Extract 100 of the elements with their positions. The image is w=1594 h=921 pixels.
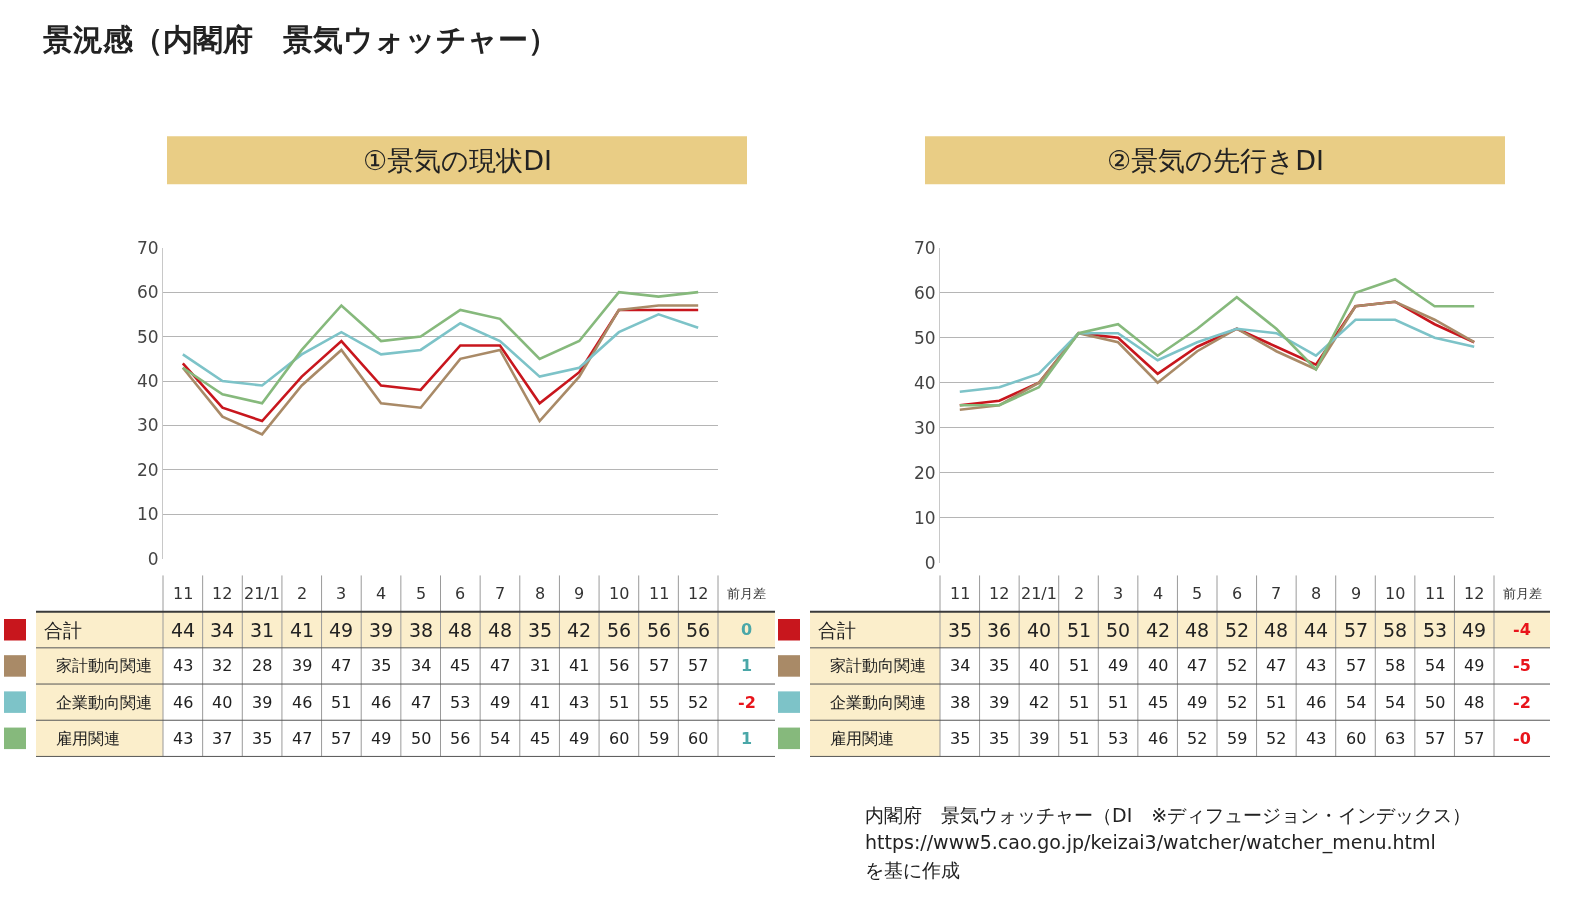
data-label: 35: [371, 656, 392, 675]
legend-label: 合計: [818, 619, 856, 641]
data-label: 51: [331, 693, 352, 712]
data-label: 57: [1344, 619, 1369, 641]
text: 1: [741, 656, 753, 675]
x-tick-label: 9: [574, 584, 585, 603]
text: 0: [741, 620, 753, 639]
x-tick-label: 9: [1351, 584, 1362, 603]
data-label: 56: [609, 656, 630, 675]
data-label: 49: [1108, 656, 1129, 675]
data-label: 59: [649, 729, 670, 748]
x-tick-label: 7: [495, 584, 506, 603]
data-label: 54: [1346, 693, 1367, 712]
data-label: 40: [212, 693, 233, 712]
legend-label: 家計動向関連: [830, 656, 926, 675]
data-label: 56: [450, 729, 471, 748]
line-series: [958, 318, 1476, 394]
x-tick-label: 5: [1192, 584, 1203, 603]
data-label: 52: [688, 693, 709, 712]
data-label: 57: [688, 656, 709, 675]
data-label: 51: [1108, 693, 1129, 712]
data-label: 34: [210, 619, 235, 641]
y-tick-label: 70: [913, 237, 936, 258]
data-label: 60: [688, 729, 709, 748]
data-label: 53: [1108, 729, 1129, 748]
data-label: 39: [252, 693, 273, 712]
text: -4: [1513, 620, 1531, 639]
x-tick-label: 5: [416, 584, 427, 603]
y-tick-label: 30: [136, 415, 159, 436]
data-label: 43: [1306, 656, 1327, 675]
data-label: 58: [1383, 619, 1408, 641]
x-tick-label: 10: [609, 584, 630, 603]
data-label: 57: [331, 729, 352, 748]
y-tick-label: 40: [913, 372, 936, 393]
text: を基に作成: [865, 859, 960, 881]
text: -2: [1513, 693, 1531, 712]
data-label: 31: [530, 656, 551, 675]
data-label: 45: [1148, 693, 1169, 712]
data-label: 38: [950, 693, 971, 712]
data-label: 53: [1423, 619, 1448, 641]
line-series: [181, 290, 700, 405]
chart-subtitle: ①景気の現状DI: [363, 145, 552, 176]
data-label: 46: [371, 693, 392, 712]
data-label: 36: [987, 619, 1012, 641]
x-tick-label: 8: [1311, 584, 1322, 603]
y-tick-label: 20: [913, 462, 936, 483]
x-tick-label: 11: [649, 584, 670, 603]
data-label: 56: [686, 619, 711, 641]
data-label: 52: [1266, 729, 1287, 748]
data-label: 60: [1346, 729, 1367, 748]
y-tick-label: 0: [924, 552, 936, 573]
y-tick-label: 40: [136, 371, 159, 391]
data-label: 46: [173, 693, 194, 712]
data-label: 52: [1227, 656, 1248, 675]
x-tick-label: 11: [950, 584, 971, 603]
data-label: 28: [252, 656, 273, 675]
data-label: 39: [989, 693, 1010, 712]
x-tick-label: 3: [336, 584, 347, 603]
data-label: 51: [1067, 619, 1092, 641]
data-label: 57: [649, 656, 670, 675]
data-label: 47: [331, 656, 352, 675]
x-tick-label: 2: [297, 584, 308, 603]
data-label: 47: [1266, 656, 1287, 675]
data-label: 49: [1462, 619, 1487, 641]
data-label: 38: [409, 619, 434, 641]
data-label: 43: [173, 656, 194, 675]
x-tick-label: 12: [688, 584, 709, 603]
data-label: 49: [371, 729, 392, 748]
legend-label: 雇用関連: [56, 729, 120, 748]
data-label: 50: [1106, 619, 1131, 641]
legend-label: 企業動向関連: [830, 693, 926, 712]
data-label: 49: [329, 619, 354, 641]
data-label: 43: [569, 693, 590, 712]
x-tick-label: 4: [1153, 584, 1164, 603]
data-label: 51: [1266, 693, 1287, 712]
data-label: 52: [1225, 619, 1250, 641]
data-label: 53: [450, 693, 471, 712]
data-label: 37: [212, 729, 233, 748]
data-label: 54: [1425, 656, 1446, 675]
data-label: 48: [1185, 619, 1210, 641]
y-tick-label: 10: [136, 504, 159, 525]
data-label: 46: [292, 693, 313, 712]
x-tick-label: 11: [1425, 584, 1446, 603]
data-label: 56: [647, 619, 672, 641]
data-label: 57: [1346, 656, 1367, 675]
y-tick-label: 0: [147, 548, 159, 569]
data-label: 54: [1385, 693, 1406, 712]
y-tick-label: 10: [913, 507, 936, 528]
data-label: 32: [212, 656, 233, 675]
x-tick-label: 21/1: [244, 584, 280, 603]
data-label: 51: [1069, 656, 1090, 675]
data-label: 56: [607, 619, 632, 641]
data-label: 35: [989, 656, 1010, 675]
x-tick-label: 12: [989, 584, 1010, 603]
data-label: 49: [490, 693, 511, 712]
data-label: 34: [411, 656, 432, 675]
x-tick-label: 7: [1271, 584, 1282, 603]
data-label: 46: [1148, 729, 1169, 748]
data-label: 57: [1425, 729, 1446, 748]
data-label: 46: [1306, 693, 1327, 712]
